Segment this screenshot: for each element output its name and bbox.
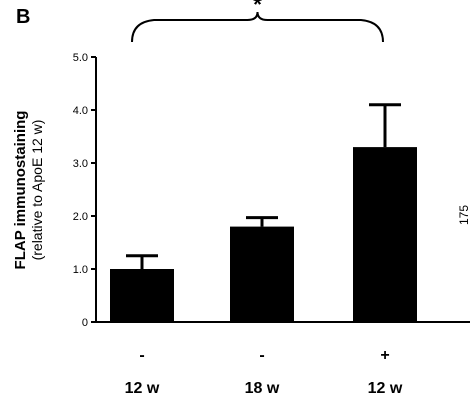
y-tick-label: 0 [82, 317, 88, 329]
age-label: 18 w [245, 380, 280, 397]
panel-label: B [16, 6, 31, 28]
significance-bracket: * [131, 0, 384, 43]
age-label: 12 w [125, 380, 160, 397]
y-tick-label: 1.0 [73, 264, 88, 276]
y-axis-label-line2: (relative to ApoE 12 w) [29, 120, 45, 261]
bars [110, 147, 417, 322]
y-tick-label: 2.0 [73, 211, 88, 223]
error-bars [126, 103, 401, 269]
y-tick-label: 5.0 [73, 52, 88, 64]
y-tick-label: 4.0 [73, 105, 88, 117]
edge-fragment-text: 175 [457, 205, 470, 225]
bracket-line [131, 11, 384, 43]
treatment-label: - [139, 347, 144, 364]
y-axis-label-line1: FLAP immunostaining [12, 111, 29, 270]
bar [110, 269, 174, 322]
y-tick-label: 3.0 [73, 158, 88, 170]
treatment-label: + [380, 347, 389, 364]
significance-star: * [253, 0, 262, 17]
bar [230, 226, 294, 322]
treatment-label: - [259, 347, 264, 364]
age-label: 12 w [368, 380, 403, 397]
bar [353, 147, 417, 322]
x-labels: - 12 w - 18 w +12 w [125, 347, 403, 397]
